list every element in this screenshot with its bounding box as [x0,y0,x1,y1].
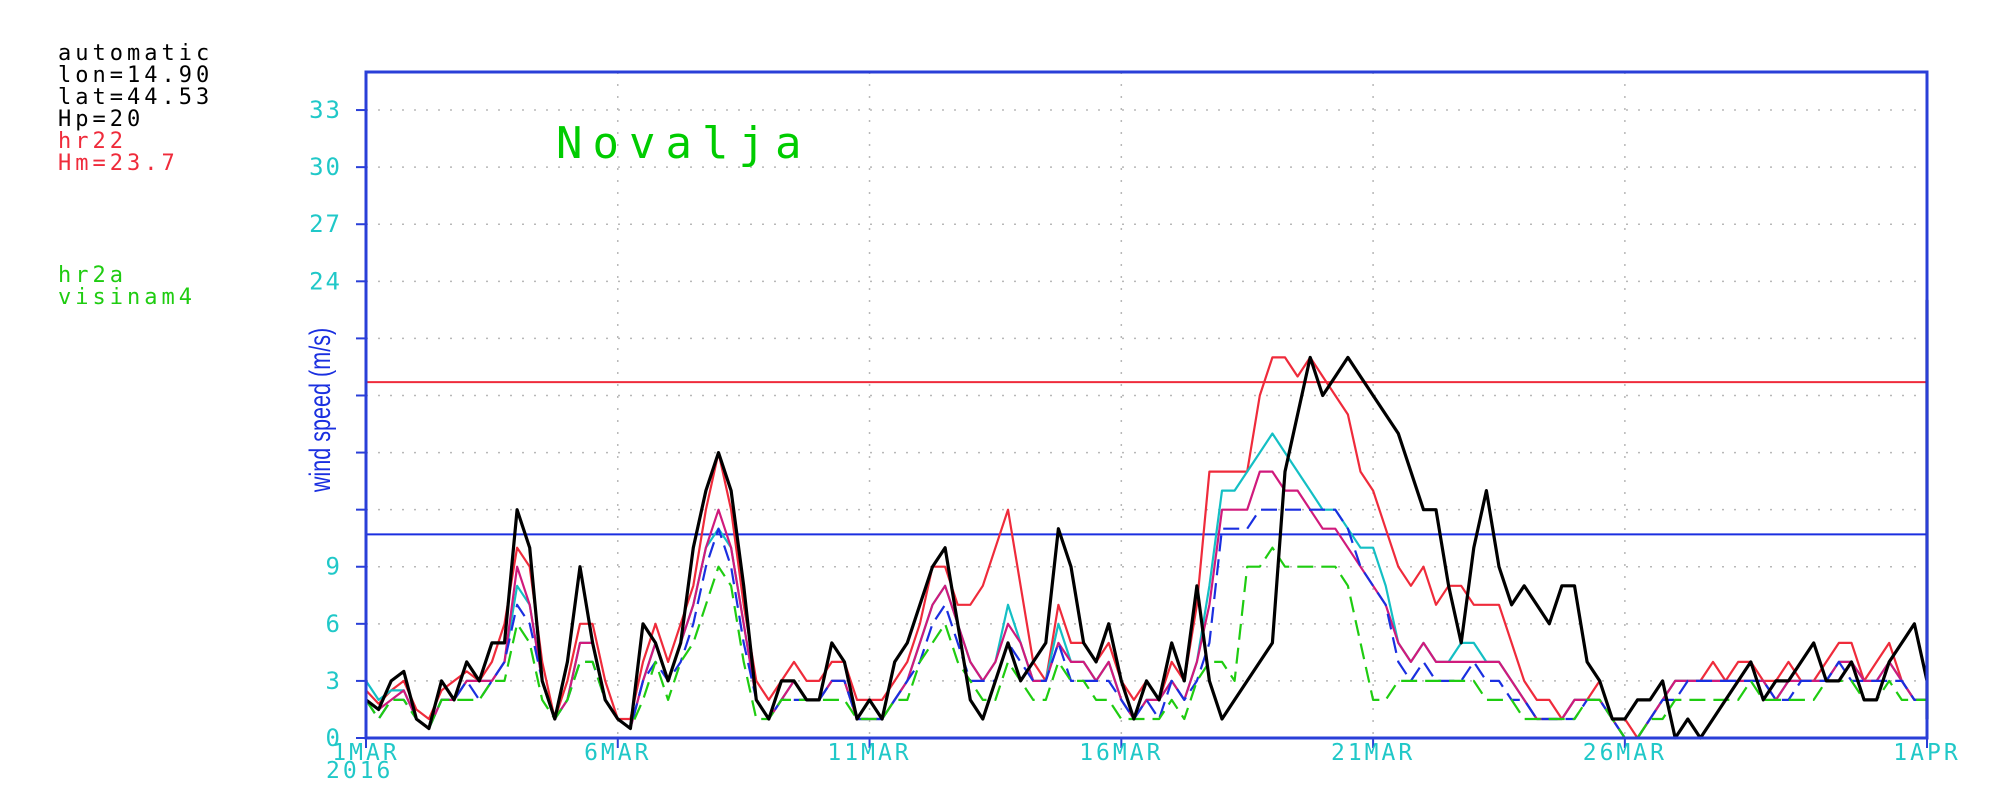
grid [366,72,1927,738]
x-tick-label: 1APR [1893,740,1960,766]
x-tick-label: 1MAR [332,740,399,766]
info-source: automatic [58,41,214,66]
info-model-red: hr22 [58,129,127,154]
green-series-line [365,546,1929,740]
info-hm: Hm=23.7 [58,151,179,176]
y-tick-label: 33 [309,96,342,124]
y-tick-label: 27 [309,210,342,238]
y-tick-label: 30 [309,153,342,181]
x-tick-label: 16MAR [1079,740,1163,766]
chart-title: Novalja [556,118,811,169]
series-lines [365,298,1929,740]
y-tick-label: 0 [326,724,342,752]
info-lon: lon=14.90 [58,63,214,88]
y-axis: 0 3 6 9 24 27 30 33 [309,96,366,752]
info-hp: Hp=20 [58,107,145,132]
info-model-green: hr2a [58,263,127,288]
magenta-series-line [365,451,1929,740]
y-axis-label: wind speed (m/s) [302,328,336,493]
y-tick-label: 6 [326,610,342,638]
threshold-lines [366,381,1927,536]
y-tick-label: 9 [326,553,342,581]
info-height: visinam4 [58,285,196,310]
black-series-line [365,298,1929,740]
plot-frame [364,70,1929,740]
x-tick-label: 21MAR [1331,740,1415,766]
x-tick-label: 6MAR [584,740,651,766]
x-tick-label: 11MAR [827,740,911,766]
x-year-label: 2016 [326,758,393,784]
info-lat: lat=44.53 [58,85,214,110]
cyan-series-line [365,432,1929,740]
y-tick-label: 24 [309,267,342,295]
x-axis: 1MAR 6MAR 11MAR 16MAR 21MAR 26MAR 1APR [332,738,1960,766]
x-tick-label: 26MAR [1583,740,1667,766]
y-tick-label: 3 [326,667,342,695]
